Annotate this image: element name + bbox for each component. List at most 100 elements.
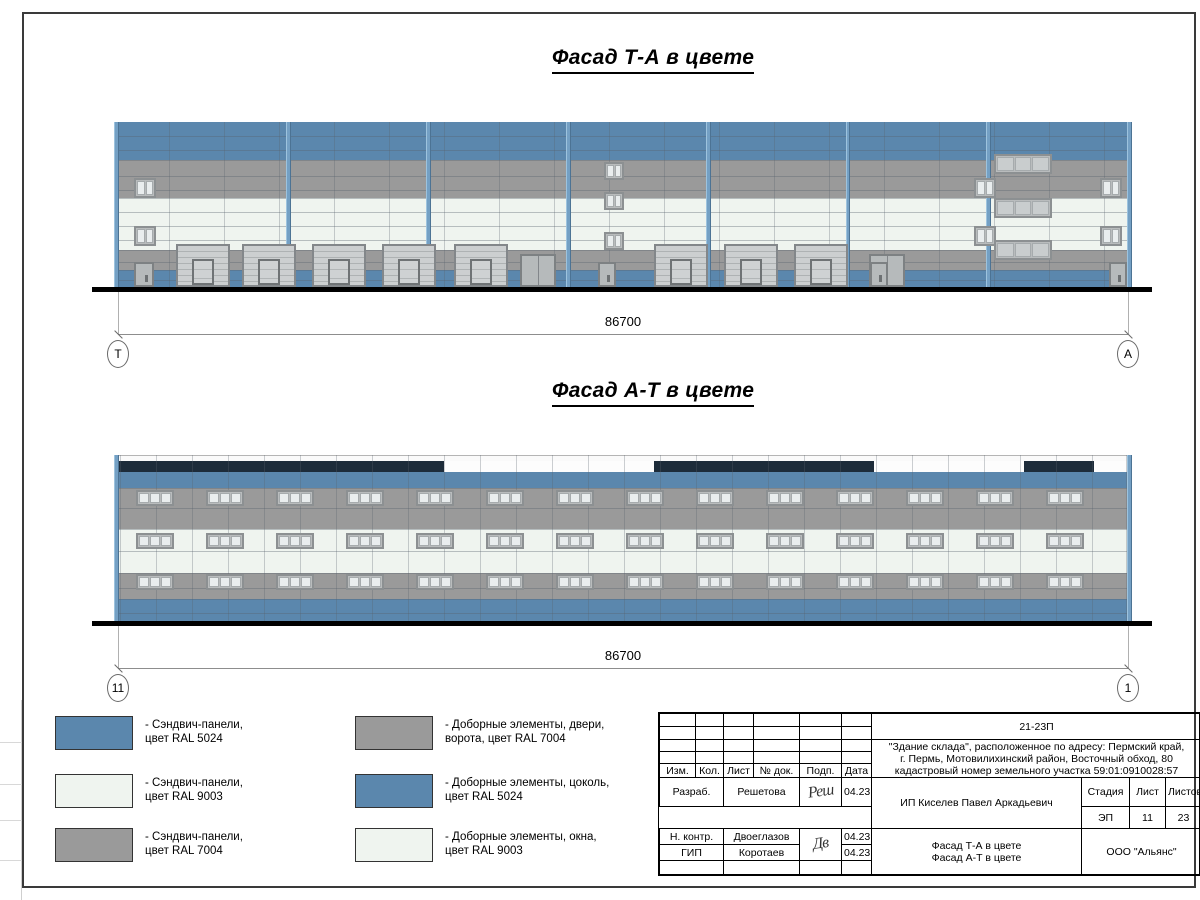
drawing-title-facade-at: Фасад А-Т в цвете <box>552 379 755 407</box>
parapet-white-right <box>444 461 654 472</box>
legend-item: - Доборные элементы, окна, цвет RAL 9003 <box>355 828 597 862</box>
tb-role-razrab: Разраб. <box>659 777 724 807</box>
tb-blank-cell <box>659 713 696 727</box>
window-small <box>604 232 624 250</box>
legend-swatch <box>55 716 133 750</box>
tb-blank-cell <box>841 739 872 752</box>
legend-label: - Доборные элементы, цоколь, цвет RAL 50… <box>445 777 610 803</box>
tb-blank-cell <box>659 751 696 764</box>
tb-blank-cell <box>659 860 724 875</box>
window-ribbon <box>346 574 384 590</box>
tb-blank-cell <box>841 726 872 740</box>
tb-blank-cell <box>695 726 724 740</box>
window-ribbon <box>766 574 804 590</box>
window-ribbon <box>276 574 314 590</box>
tb-role-gip: ГИП <box>659 844 724 861</box>
tb-col-podp: Подп. <box>799 763 842 778</box>
axis-bubble-left: Т <box>107 340 129 368</box>
mullion <box>1127 455 1132 621</box>
parapet-white-right3 <box>1094 461 1132 472</box>
window-ribbon <box>766 533 804 549</box>
loading-gate <box>454 244 508 287</box>
tb-date-razrab: 04.23 <box>841 777 872 807</box>
tb-blank-cell <box>723 713 754 727</box>
window-ribbon <box>206 574 244 590</box>
ground-line-1 <box>92 287 1152 292</box>
parapet-white <box>114 455 1132 462</box>
tb-col-kol: Кол. <box>695 763 724 778</box>
window-ribbon <box>626 574 664 590</box>
tb-blank-cell <box>723 860 800 875</box>
window-ribbon <box>556 533 594 549</box>
window-small <box>1100 226 1122 246</box>
window-ribbon <box>976 574 1014 590</box>
tb-blank-cell <box>841 860 872 875</box>
window-small <box>1100 178 1122 198</box>
window-ribbon <box>994 240 1052 260</box>
window-ribbon <box>276 490 314 506</box>
window-ribbon <box>136 490 174 506</box>
loading-gate <box>724 244 778 287</box>
legend-label: - Доборные элементы, двери, ворота, цвет… <box>445 719 605 745</box>
tb-signature: Дв <box>799 828 842 861</box>
tb-object-description: "Здание склада", расположенное по адресу… <box>870 739 1200 778</box>
dimension-value: 86700 <box>604 648 642 663</box>
tb-blank-cell <box>695 739 724 752</box>
window-ribbon <box>136 533 174 549</box>
door-single <box>598 262 616 287</box>
legend-label: - Сэндвич-панели, цвет RAL 9003 <box>145 777 243 803</box>
tb-organization: ООО "Альянс" <box>1080 828 1200 875</box>
legend-item: - Сэндвич-панели, цвет RAL 7004 <box>55 828 243 862</box>
door-single <box>134 262 154 287</box>
tb-date-gip: 04.23 <box>841 844 872 861</box>
tb-blank-cell <box>799 860 842 875</box>
legend-label: - Доборные элементы, окна, цвет RAL 9003 <box>445 831 597 857</box>
mullion <box>114 122 119 287</box>
window-ribbon <box>836 533 874 549</box>
loading-gate <box>382 244 436 287</box>
tb-stage-label: Стадия <box>1081 777 1130 807</box>
window-ribbon <box>626 490 664 506</box>
window-ribbon <box>696 574 734 590</box>
loading-gate <box>176 244 230 287</box>
tb-list-value: 11 <box>1129 806 1166 829</box>
window-ribbon <box>994 198 1052 218</box>
window-ribbon <box>836 490 874 506</box>
tb-col-nomdok: № док. <box>753 763 800 778</box>
tb-blank-cell <box>753 751 800 764</box>
window-small <box>974 178 996 198</box>
window-ribbon <box>696 533 734 549</box>
door-single <box>1109 262 1127 287</box>
door-single <box>870 262 888 287</box>
band-top-blue-2 <box>114 472 1132 488</box>
tb-customer: ИП Киселев Павел Аркадьевич <box>871 777 1082 829</box>
legend-item: - Доборные элементы, двери, ворота, цвет… <box>355 716 604 750</box>
tb-project-code: 21-23П <box>870 713 1200 740</box>
window-ribbon <box>346 533 384 549</box>
window-ribbon <box>906 574 944 590</box>
window-ribbon <box>206 533 244 549</box>
tb-blank-cell <box>841 751 872 764</box>
tb-blank-cell <box>799 713 842 727</box>
tb-blank-cell <box>723 739 754 752</box>
window-ribbon <box>416 490 454 506</box>
window-ribbon <box>346 490 384 506</box>
mullion <box>1127 122 1132 287</box>
window-ribbon <box>906 490 944 506</box>
tb-name-gip: Коротаев <box>723 844 800 861</box>
legend-swatch <box>355 828 433 862</box>
legend-swatch <box>55 828 133 862</box>
sheet-left-margin-strip <box>0 700 22 900</box>
window-ribbon <box>994 154 1052 174</box>
window-ribbon <box>276 533 314 549</box>
window-ribbon <box>136 574 174 590</box>
mullion <box>286 122 291 287</box>
legend-item: - Сэндвич-панели, цвет RAL 5024 <box>55 716 243 750</box>
tb-blank-cell <box>659 739 696 752</box>
drawing-title-facade-ta: Фасад Т-А в цвете <box>552 46 755 74</box>
window-ribbon <box>486 533 524 549</box>
loading-gate <box>242 244 296 287</box>
tb-col-data: Дата <box>841 763 872 778</box>
ground-line-2 <box>92 621 1152 626</box>
tb-list-label: Лист <box>1129 777 1166 807</box>
